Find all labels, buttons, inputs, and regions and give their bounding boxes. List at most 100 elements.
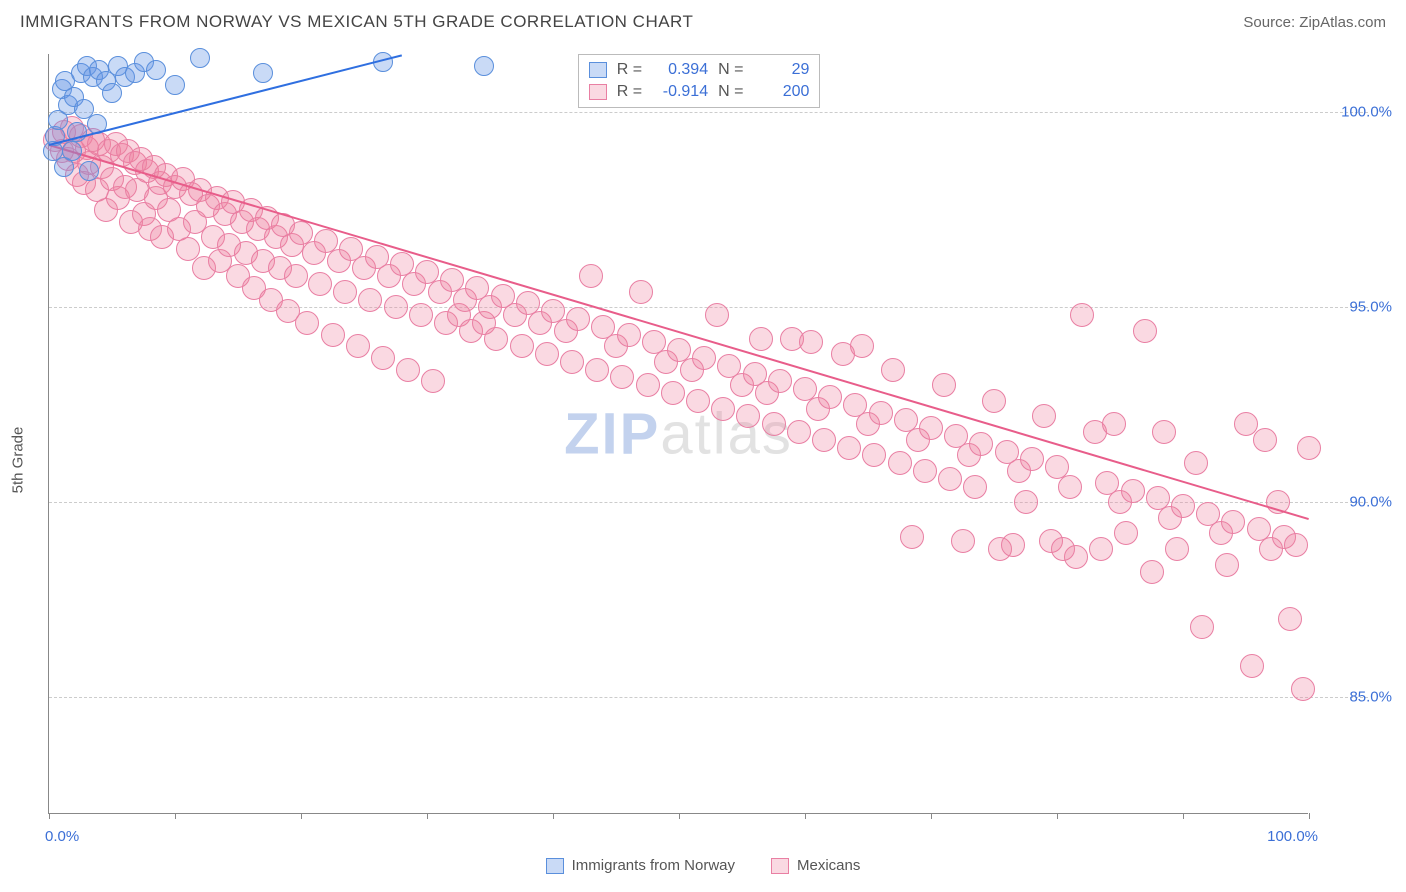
legend-label-norway: Immigrants from Norway [572,857,735,874]
scatter-point-mexicans [284,264,308,288]
scatter-point-mexicans [938,467,962,491]
scatter-point-mexicans [409,303,433,327]
y-tick-label: 95.0% [1349,299,1392,316]
scatter-point-norway [165,75,185,95]
source-label: Source: [1243,14,1299,31]
x-tick [427,813,428,819]
swatch-mexicans [589,84,607,100]
scatter-point-mexicans [705,303,729,327]
legend-swatch-norway [546,858,564,874]
y-tick-label: 100.0% [1341,104,1392,121]
scatter-point-mexicans [736,404,760,428]
y-gridline [49,697,1368,698]
chart-area: 5th Grade ZIPatlas R = 0.394 N = 29 R = … [0,40,1406,880]
scatter-point-mexicans [358,288,382,312]
scatter-point-mexicans [881,358,905,382]
scatter-point-mexicans [1140,560,1164,584]
scatter-point-mexicans [1070,303,1094,327]
scatter-point-mexicans [686,389,710,413]
chart-title: IMMIGRANTS FROM NORWAY VS MEXICAN 5TH GR… [20,12,693,32]
scatter-point-norway [79,161,99,181]
bottom-legend: Immigrants from Norway Mexicans [0,857,1406,874]
scatter-point-mexicans [1291,677,1315,701]
legend-item-norway: Immigrants from Norway [546,857,735,874]
scatter-point-mexicans [1297,436,1321,460]
y-tick-label: 90.0% [1349,494,1392,511]
scatter-point-mexicans [888,451,912,475]
scatter-point-mexicans [1014,490,1038,514]
x-tick [931,813,932,819]
scatter-point-mexicans [610,365,634,389]
scatter-point-mexicans [787,420,811,444]
scatter-point-mexicans [1240,654,1264,678]
scatter-point-mexicans [585,358,609,382]
scatter-point-norway [62,141,82,161]
legend-swatch-mexicans [771,858,789,874]
source-attribution: Source: ZipAtlas.com [1243,14,1386,31]
scatter-point-mexicans [371,346,395,370]
scatter-point-mexicans [982,389,1006,413]
scatter-point-mexicans [1152,420,1176,444]
scatter-point-mexicans [919,416,943,440]
scatter-point-norway [146,60,166,80]
scatter-point-mexicans [969,432,993,456]
scatter-point-mexicans [1284,533,1308,557]
scatter-point-mexicans [579,264,603,288]
scatter-point-mexicans [1278,607,1302,631]
r-value-mexicans: -0.914 [652,83,708,101]
x-tick [1309,813,1310,819]
source-value: ZipAtlas.com [1299,14,1386,31]
scatter-point-mexicans [1165,537,1189,561]
scatter-point-mexicans [1221,510,1245,534]
scatter-point-mexicans [510,334,534,358]
scatter-point-mexicans [951,529,975,553]
scatter-point-mexicans [661,381,685,405]
scatter-point-norway [190,48,210,68]
scatter-point-mexicans [692,346,716,370]
scatter-point-mexicans [869,401,893,425]
x-tick [1183,813,1184,819]
scatter-point-mexicans [629,280,653,304]
scatter-point-mexicans [176,237,200,261]
y-axis-label: 5th Grade [10,427,27,494]
scatter-point-mexicans [900,525,924,549]
scatter-point-mexicans [762,412,786,436]
scatter-point-mexicans [1133,319,1157,343]
scatter-point-mexicans [421,369,445,393]
scatter-point-mexicans [812,428,836,452]
stats-row-mexicans: R = -0.914 N = 200 [589,81,810,103]
stats-row-norway: R = 0.394 N = 29 [589,59,810,81]
scatter-point-mexicans [396,358,420,382]
r-label-norway: R = [617,61,642,79]
scatter-point-mexicans [1114,521,1138,545]
scatter-point-mexicans [963,475,987,499]
scatter-point-norway [474,56,494,76]
scatter-point-mexicans [932,373,956,397]
trend-line-mexicans [49,144,1310,520]
scatter-point-mexicans [636,373,660,397]
scatter-point-mexicans [1121,479,1145,503]
scatter-point-mexicans [768,369,792,393]
n-value-mexicans: 200 [753,83,809,101]
scatter-point-mexicans [850,334,874,358]
swatch-norway [589,62,607,78]
x-tick [805,813,806,819]
scatter-point-mexicans [862,443,886,467]
scatter-point-mexicans [346,334,370,358]
scatter-point-mexicans [321,323,345,347]
scatter-point-mexicans [1171,494,1195,518]
scatter-point-mexicans [1032,404,1056,428]
scatter-point-mexicans [1184,451,1208,475]
scatter-point-mexicans [799,330,823,354]
scatter-point-mexicans [295,311,319,335]
x-axis-max-label: 100.0% [1267,828,1318,845]
scatter-point-mexicans [1215,553,1239,577]
scatter-point-mexicans [1102,412,1126,436]
scatter-point-mexicans [711,397,735,421]
scatter-point-mexicans [566,307,590,331]
x-tick [679,813,680,819]
scatter-point-mexicans [1058,475,1082,499]
scatter-point-mexicans [535,342,559,366]
legend-item-mexicans: Mexicans [771,857,860,874]
header-bar: IMMIGRANTS FROM NORWAY VS MEXICAN 5TH GR… [0,0,1406,40]
